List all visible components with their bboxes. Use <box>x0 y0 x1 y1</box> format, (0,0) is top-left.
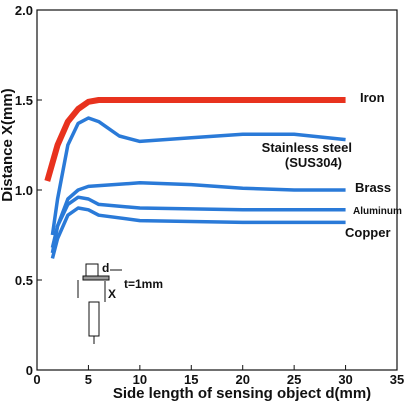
x-tick-label: 35 <box>390 372 404 387</box>
y-tick-label: 0 <box>26 363 33 378</box>
annotation: d <box>102 261 109 275</box>
series-line <box>50 116 346 236</box>
x-axis-label: Side length of sensing object d(mm) <box>113 385 371 402</box>
series-line <box>50 206 346 259</box>
x-tick-label: 0 <box>33 372 40 387</box>
x-tick-label: 25 <box>287 372 301 387</box>
series-line <box>50 195 346 249</box>
y-tick-label: 1.0 <box>15 183 33 198</box>
x-tick-label: 30 <box>338 372 352 387</box>
series-line <box>50 181 346 254</box>
series-label: Iron <box>360 90 385 105</box>
x-tick-label: 20 <box>235 372 249 387</box>
y-axis-label: Distance X(mm) <box>0 88 16 201</box>
series-label: Aluminum <box>353 206 402 217</box>
sensor-diagram <box>77 263 122 344</box>
annotation: t=1mm <box>124 277 163 291</box>
y-tick-label: 1.5 <box>15 93 33 108</box>
y-tick-label: 2.0 <box>15 3 33 18</box>
annotation: X <box>108 287 116 301</box>
x-tick-label: 10 <box>133 372 147 387</box>
series-label: Brass <box>355 180 391 195</box>
series-line <box>44 97 346 182</box>
x-tick-label: 5 <box>85 372 92 387</box>
x-tick-label: 15 <box>184 372 198 387</box>
y-tick-label: 0.5 <box>15 273 33 288</box>
series-label: Stainless steel (SUS304) <box>262 140 352 170</box>
series-label: Copper <box>345 225 391 240</box>
